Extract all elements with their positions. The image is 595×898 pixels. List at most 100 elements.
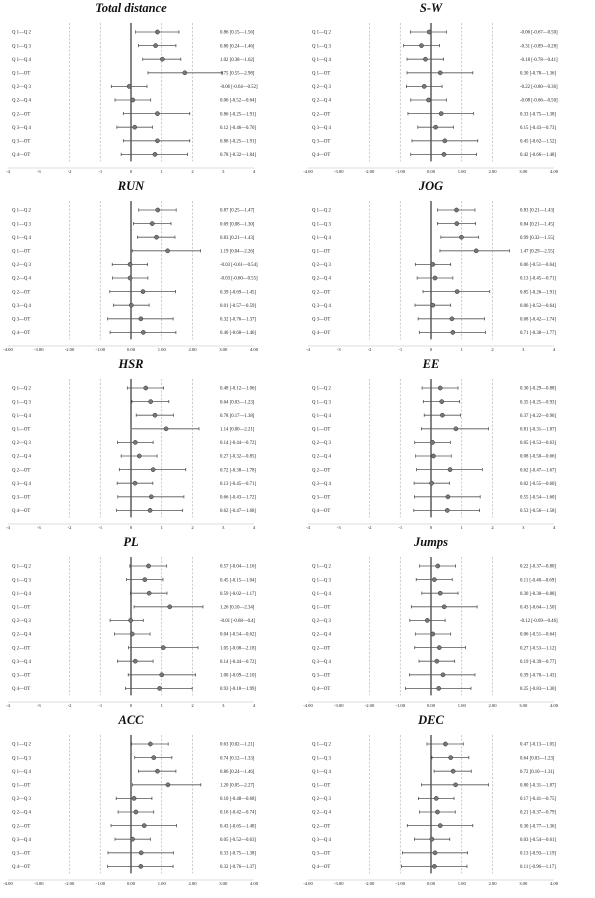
effect-size-text: 0.30 [-0.78—1.36] <box>520 72 556 77</box>
effect-size-text: 0.19 [-0.39—0.77] <box>520 660 556 665</box>
comparison-label: Q 1—Q 3 <box>12 400 32 405</box>
panel-title: ACC <box>117 713 144 727</box>
effect-size-point <box>130 97 136 103</box>
comparison-label: Q 2—Q 4 <box>12 99 32 104</box>
comparison-label: Q 1—Q 4 <box>12 592 32 597</box>
effect-size-point <box>449 316 455 322</box>
x-tick-label: -3 <box>37 169 42 174</box>
effect-size-point <box>441 152 447 157</box>
comparison-label: Q 1—OT <box>12 250 30 255</box>
effect-size-point <box>437 385 443 391</box>
effect-size-text: 1.20 [0.05—2.27] <box>220 784 255 789</box>
effect-size-text: 0.53 [-0.56—1.58] <box>520 509 556 514</box>
x-tick-label: -4 <box>6 703 11 708</box>
effect-size-point <box>430 631 436 637</box>
x-tick-label: 4.00 <box>250 347 259 352</box>
x-tick-label: 3.00 <box>219 347 228 352</box>
panel-title: PL <box>123 535 139 549</box>
effect-size-point <box>141 823 147 828</box>
effect-size-text: 1.47 [0.29—2.55] <box>520 250 555 255</box>
effect-size-point <box>152 152 158 157</box>
x-tick-label: 4 <box>553 347 556 352</box>
effect-size-point <box>160 645 166 650</box>
x-tick-label: 2 <box>191 703 194 708</box>
effect-size-point <box>429 480 434 486</box>
effect-size-text: 0.06 [-0.52—0.64] <box>220 99 256 104</box>
effect-size-point <box>424 618 430 623</box>
comparison-label: Q 1—Q 2 <box>312 209 332 214</box>
effect-size-point <box>439 399 445 404</box>
effect-size-text: 0.27 [-0.53—1.12] <box>520 646 556 651</box>
comparison-label: Q 2—Q 4 <box>312 633 332 638</box>
x-tick-label: -2.00 <box>65 881 75 886</box>
comparison-label: Q 4—OT <box>12 153 30 158</box>
effect-size-point <box>450 768 456 774</box>
effect-size-text: -0.03 [-0.60—0.55] <box>220 277 258 282</box>
effect-size-text: 0.08 [-0.50—0.66] <box>520 455 556 460</box>
x-tick-label: 0 <box>130 169 133 174</box>
effect-size-text: 0.12 [-0.46—0.70] <box>220 126 256 131</box>
effect-size-text: 0.74 [0.12—1.33] <box>220 756 255 761</box>
effect-size-point <box>459 234 464 240</box>
x-tick-label: -2 <box>68 525 73 530</box>
effect-size-point <box>127 262 133 267</box>
effect-size-point <box>440 412 445 418</box>
x-tick-label: 2 <box>491 347 494 352</box>
effect-size-text: 0.86 [0.15—1.56] <box>220 31 255 36</box>
x-tick-label: 4 <box>553 525 556 530</box>
effect-size-point <box>132 440 138 445</box>
x-tick-label: 3 <box>222 525 225 530</box>
x-tick-label: -4.00 <box>303 703 313 708</box>
comparison-label: Q 1—Q 2 <box>12 209 32 214</box>
comparison-label: Q 4—OT <box>312 153 330 158</box>
effect-size-text: 0.80 [0.24—1.46] <box>220 44 255 49</box>
effect-size-point <box>443 741 448 747</box>
effect-size-text: 0.39 [-0.70—1.43] <box>520 674 556 679</box>
comparison-label: Q 2—OT <box>312 112 330 117</box>
effect-size-text: 0.03 [-0.54—0.61] <box>520 838 556 843</box>
x-tick-label: -4.00 <box>303 881 313 886</box>
comparison-label: Q 2—OT <box>312 646 330 651</box>
x-tick-label: 3.00 <box>519 703 528 708</box>
comparison-label: Q 1—Q 4 <box>12 58 32 63</box>
comparison-label: Q 1—Q 2 <box>12 565 32 570</box>
comparison-label: Q 1—OT <box>312 428 330 433</box>
effect-size-text: 0.39 [-0.69—1.45] <box>220 290 256 295</box>
effect-size-point <box>155 207 161 213</box>
x-tick-label: 4.00 <box>550 169 559 174</box>
comparison-label: Q 1—OT <box>312 606 330 611</box>
comparison-label: Q 2—Q 4 <box>312 455 332 460</box>
effect-size-point <box>155 768 160 774</box>
effect-size-text: 0.32 [-0.76—1.37] <box>220 318 256 323</box>
effect-size-point <box>419 43 424 48</box>
x-tick-label: -3.00 <box>34 881 44 886</box>
x-tick-label: -1 <box>98 525 103 530</box>
x-tick-label: -3.00 <box>34 347 44 352</box>
x-tick-label: 3.00 <box>519 169 528 174</box>
effect-size-text: 0.55 [-0.54—1.60] <box>520 496 556 501</box>
comparison-label: Q 4—OT <box>12 865 30 870</box>
comparison-label: Q 2—Q 3 <box>12 441 32 446</box>
comparison-label: Q 3—OT <box>312 852 330 857</box>
panel-title: DEC <box>417 713 444 727</box>
effect-size-text: 0.02 [-0.55—0.60] <box>520 482 556 487</box>
effect-size-point <box>143 385 149 391</box>
effect-size-text: 0.64 [0.03—1.23] <box>220 400 255 405</box>
effect-size-text: 0.66 [-0.43—1.72] <box>220 496 256 501</box>
comparison-label: Q 1—Q 4 <box>12 236 32 241</box>
effect-size-point <box>433 796 439 801</box>
comparison-label: Q 1—Q 4 <box>12 414 32 419</box>
comparison-label: Q 3—Q 4 <box>312 660 332 665</box>
effect-size-text: 0.37 [-0.22—0.96] <box>520 414 556 419</box>
x-tick-label: 1.00 <box>458 169 467 174</box>
effect-size-text: -0.01 [-0.68—0.4] <box>220 619 256 624</box>
effect-size-text: 0.48 [-0.12—1.06] <box>220 387 256 392</box>
effect-size-text: 0.30 [-0.30—0.88] <box>520 592 556 597</box>
comparison-label: Q 4—OT <box>12 331 30 336</box>
forest-panel-hsr: HSR Q 1—Q 2 0.48 [-0.12—1.06] Q 1—Q 3 0.64 [… <box>6 357 256 530</box>
effect-size-text: 0.45 [-0.62—1.52] <box>520 140 556 145</box>
effect-size-text: 0.16 [-0.42—0.74] <box>220 811 256 816</box>
effect-size-text: 0.06 [-0.51—0.64] <box>520 633 556 638</box>
comparison-label: Q 2—Q 4 <box>12 455 32 460</box>
